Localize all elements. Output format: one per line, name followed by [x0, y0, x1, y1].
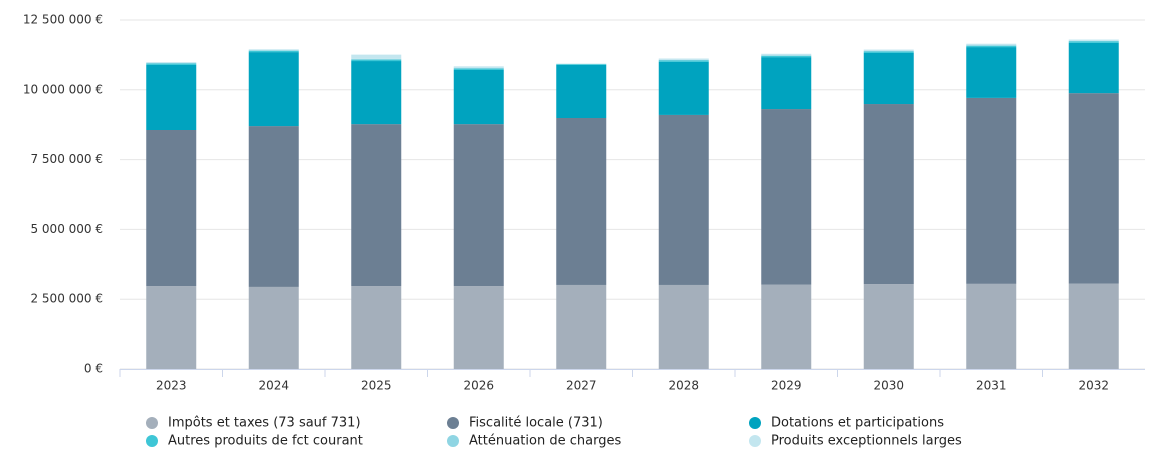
- bar-segment: [351, 59, 402, 62]
- bar-segment: [761, 284, 812, 369]
- bar-segment: [658, 284, 709, 369]
- legend-label: Fiscalité locale (731): [469, 416, 603, 431]
- bar-segment: [248, 126, 299, 287]
- bar-segment: [761, 55, 812, 58]
- x-tick-label: 2029: [771, 379, 802, 393]
- bar-segment: [248, 286, 299, 369]
- bar-segment: [556, 117, 607, 285]
- legend-marker: [749, 417, 761, 429]
- bar-segment: [863, 51, 914, 53]
- x-tick-label: 2031: [976, 379, 1007, 393]
- y-tick-label: 0 €: [84, 362, 103, 376]
- bar-segment: [658, 61, 709, 115]
- x-tick-label: 2030: [873, 379, 904, 393]
- bar-segment: [863, 52, 914, 105]
- bar-segment: [146, 62, 197, 64]
- bar-segment: [1068, 39, 1119, 41]
- bar-segment: [863, 49, 914, 51]
- legend-marker: [447, 417, 459, 429]
- y-tick-label: 7 500 000 €: [30, 152, 103, 166]
- y-tick-label: 5 000 000 €: [30, 222, 103, 236]
- bar-segment: [556, 284, 607, 369]
- x-tick-label: 2023: [156, 379, 187, 393]
- legend-label: Autres produits de fct courant: [168, 434, 363, 449]
- bar-segment: [658, 60, 709, 62]
- bar-segment: [658, 58, 709, 60]
- bar-segment: [453, 124, 504, 287]
- legend-label: Produits exceptionnels larges: [771, 434, 962, 449]
- bar-segment: [966, 43, 1017, 46]
- bar-segment: [146, 62, 197, 63]
- legend-label: Dotations et participations: [771, 416, 944, 431]
- bar-segment: [863, 104, 914, 285]
- bar-segment: [248, 49, 299, 51]
- bar-segment: [146, 130, 197, 287]
- legend-marker: [146, 435, 158, 447]
- x-tick-label: 2027: [566, 379, 597, 393]
- bar-segment: [146, 63, 197, 65]
- x-tick-label: 2032: [1078, 379, 1109, 393]
- x-tick-label: 2028: [668, 379, 699, 393]
- bar-segment: [658, 59, 709, 61]
- bar-segment: [1068, 93, 1119, 284]
- bar-segment: [966, 97, 1017, 284]
- bar-segment: [863, 50, 914, 52]
- bar-segment: [248, 50, 299, 53]
- bar-segment: [453, 286, 504, 369]
- bar-segment: [761, 55, 812, 56]
- bar-segment: [761, 57, 812, 110]
- bar-segment: [966, 47, 1017, 98]
- bar-segment: [1068, 41, 1119, 43]
- legend-label: Impôts et taxes (73 sauf 731): [168, 416, 361, 431]
- bar-segment: [453, 68, 504, 70]
- bar-segment: [351, 286, 402, 369]
- bar-segment: [966, 283, 1017, 369]
- bar-segment: [453, 67, 504, 69]
- bar-segment: [761, 109, 812, 285]
- bar-segment: [1068, 283, 1119, 369]
- legend-marker: [447, 435, 459, 447]
- y-tick-label: 10 000 000 €: [23, 82, 103, 96]
- bar-segment: [351, 54, 402, 59]
- bar-segment: [556, 64, 607, 118]
- bar-segment: [248, 50, 299, 51]
- bar-segment: [556, 64, 607, 65]
- bar-segment: [146, 64, 197, 131]
- bar-segment: [146, 286, 197, 369]
- bar-segment: [1068, 40, 1119, 42]
- x-tick-label: 2024: [258, 379, 289, 393]
- bar-segment: [453, 66, 504, 68]
- bar-segment: [351, 124, 402, 287]
- bar-segment: [863, 284, 914, 369]
- y-tick-label: 2 500 000 €: [30, 292, 103, 306]
- x-tick-label: 2025: [361, 379, 392, 393]
- legend-marker: [146, 417, 158, 429]
- bar-segment: [351, 58, 402, 60]
- x-tick-label: 2026: [463, 379, 494, 393]
- bar-segment: [761, 53, 812, 56]
- bar-segment: [453, 69, 504, 125]
- legend-marker: [749, 435, 761, 447]
- legend-label: Atténuation de charges: [469, 434, 621, 449]
- bar-segment: [966, 45, 1017, 46]
- bar-segment: [351, 61, 402, 125]
- bar-segment: [966, 45, 1017, 48]
- y-tick-label: 12 500 000 €: [23, 13, 103, 27]
- bar-segment: [1068, 42, 1119, 94]
- bar-segment: [658, 114, 709, 285]
- bar-segment: [248, 52, 299, 127]
